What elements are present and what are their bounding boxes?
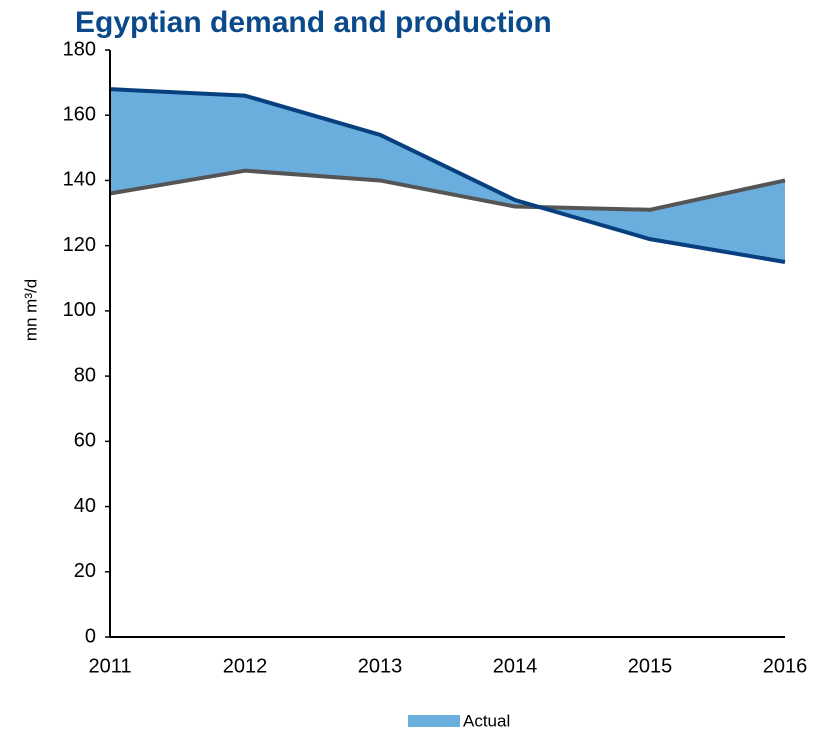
y-tick-label: 60: [74, 430, 96, 452]
y-tick-label: 40: [74, 495, 96, 517]
legend-label: Actual: [463, 711, 510, 730]
chart-title: Egyptian demand and production: [75, 6, 552, 39]
y-tick-label: 100: [63, 299, 96, 321]
y-tick-label: 180: [63, 38, 96, 60]
y-tick-label: 160: [63, 104, 96, 126]
series-line: [109, 87, 786, 264]
y-tick-label: 20: [74, 560, 96, 582]
y-tick-label: 140: [63, 169, 96, 191]
x-tick-label: 2015: [628, 655, 673, 677]
x-tick-label: 2011: [88, 655, 131, 677]
legend-swatch: [408, 715, 460, 727]
x-tick-label: 2012: [223, 655, 268, 677]
y-tick-label: 0: [85, 625, 96, 647]
x-tick-label: 2013: [358, 655, 403, 677]
y-tick-label: 120: [63, 234, 96, 256]
y-tick-label: 80: [74, 364, 96, 386]
x-tick-label: 2014: [493, 655, 538, 677]
y-axis-label: mn m³/d: [21, 279, 40, 341]
band-area: [110, 89, 785, 262]
x-tick-label: 2016: [763, 655, 808, 677]
series-line: [109, 168, 786, 212]
